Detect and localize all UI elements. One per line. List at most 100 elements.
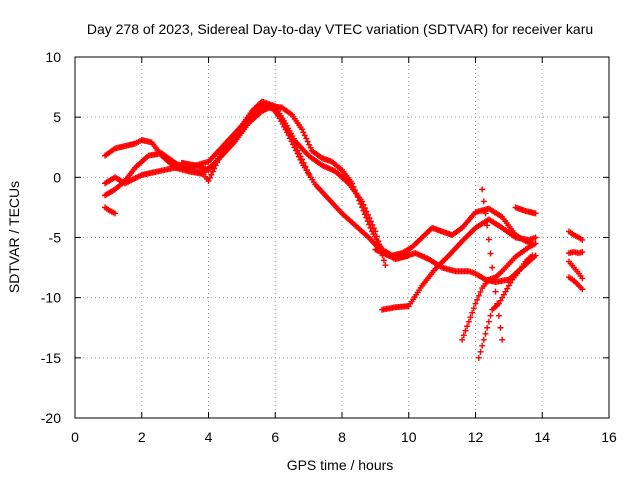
data-point-marker (306, 141, 313, 148)
series-trace-l (565, 228, 586, 243)
data-point-marker (485, 236, 492, 243)
data-point-marker (353, 190, 360, 197)
data-point-marker (492, 288, 499, 295)
data-point-marker (367, 225, 374, 232)
data-point-marker (366, 221, 373, 228)
data-point-marker (307, 144, 314, 151)
series-trace-d (102, 204, 119, 217)
data-point-marker (359, 204, 366, 211)
y-tick-label: 5 (53, 109, 61, 125)
data-point-marker (489, 264, 496, 271)
data-point-marker (499, 294, 506, 301)
series-trace-i (475, 252, 536, 361)
data-point-marker (462, 327, 469, 334)
data-point-marker (504, 285, 511, 292)
data-point-marker (532, 234, 539, 241)
data-point-marker (469, 309, 476, 316)
data-point-marker (349, 180, 356, 187)
data-point-marker (360, 207, 367, 214)
x-tick-label: 8 (338, 429, 346, 445)
data-point-marker (495, 312, 502, 319)
data-point-marker (494, 300, 501, 307)
data-point-marker (465, 318, 472, 325)
data-point-marker (532, 240, 539, 247)
x-tick-label: 0 (71, 429, 79, 445)
data-point-marker (294, 150, 301, 157)
data-point-marker (295, 153, 302, 160)
data-point-marker (285, 132, 292, 139)
series-trace-j (479, 186, 506, 343)
data-point-marker (357, 200, 364, 207)
data-point-marker (305, 170, 312, 177)
data-point-marker (208, 171, 215, 178)
x-tick-label: 2 (138, 429, 146, 445)
data-point-marker (298, 126, 305, 133)
x-axis-label: GPS time / hours (287, 457, 394, 473)
data-point-marker (484, 222, 491, 229)
data-point-marker (209, 168, 216, 175)
data-point-marker (507, 279, 514, 286)
data-point-marker (301, 132, 308, 139)
data-point-marker (460, 332, 467, 339)
data-point-marker (479, 342, 486, 349)
series-trace-k (512, 204, 539, 217)
data-point-marker (529, 252, 536, 259)
x-tick-label: 4 (205, 429, 213, 445)
data-point-marker (350, 183, 357, 190)
data-point-marker (293, 147, 300, 154)
data-point-marker (470, 305, 477, 312)
x-tick-label: 16 (601, 429, 617, 445)
chart-title: Day 278 of 2023, Sidereal Day-to-day VTE… (87, 21, 593, 37)
data-point-marker (361, 211, 368, 218)
series-trace-e (178, 103, 536, 259)
y-tick-label: 0 (53, 169, 61, 185)
data-point-marker (579, 275, 586, 282)
data-point-marker (480, 198, 487, 205)
data-point-marker (579, 236, 586, 243)
data-point-marker (579, 286, 586, 293)
data-point-marker (364, 218, 371, 225)
data-point-marker (499, 336, 506, 343)
x-tick-label: 12 (468, 429, 484, 445)
data-point-marker (291, 144, 298, 151)
data-point-marker (497, 297, 504, 304)
series-trace-h (459, 240, 539, 343)
data-point-marker (502, 288, 509, 295)
data-point-marker (475, 354, 482, 361)
series-trace-m (565, 248, 586, 257)
data-points (102, 98, 586, 361)
data-point-marker (479, 186, 486, 193)
data-point-marker (497, 324, 504, 331)
data-point-marker (354, 194, 361, 201)
data-point-marker (490, 276, 497, 283)
data-point-marker (482, 210, 489, 217)
data-point-marker (459, 336, 466, 343)
data-point-marker (477, 348, 484, 355)
series-trace-o (565, 274, 586, 293)
data-point-marker (477, 288, 484, 295)
data-point-marker (484, 324, 491, 331)
x-tick-label: 10 (401, 429, 417, 445)
data-point-marker (532, 210, 539, 217)
data-point-marker (297, 156, 304, 163)
y-axis-label: SDTVAR / TECUs (6, 181, 22, 293)
data-point-marker (485, 318, 492, 325)
data-point-marker (500, 291, 507, 298)
data-point-marker (505, 282, 512, 289)
data-point-marker (482, 330, 489, 337)
x-tick-label: 6 (271, 429, 279, 445)
data-point-marker (467, 314, 474, 321)
data-point-marker (382, 262, 389, 269)
data-point-marker (380, 257, 387, 264)
data-point-marker (579, 248, 586, 255)
data-point-marker (464, 323, 471, 330)
data-point-marker (475, 292, 482, 299)
data-point-marker (487, 250, 494, 257)
series-trace-c (102, 100, 412, 263)
data-point-marker (474, 296, 481, 303)
data-point-marker (351, 187, 358, 194)
series-trace-f (379, 216, 539, 313)
x-tick-label: 14 (534, 429, 550, 445)
axis-ticks: 0 2 4 6 8 10 12 14 16 -20 -15 -10 -5 0 5 10 (41, 49, 617, 445)
